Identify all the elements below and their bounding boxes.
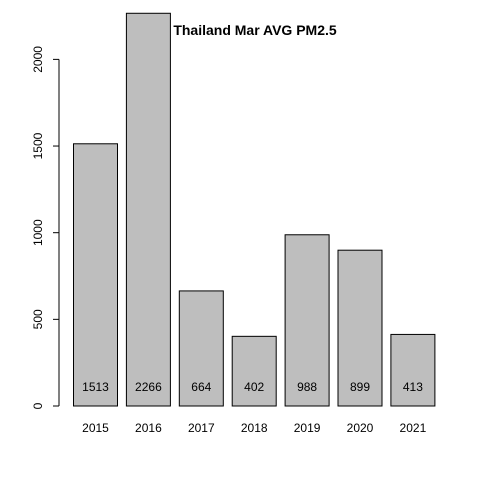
bar-2020 [337,249,383,407]
bar-2016 [125,12,171,407]
y-tick-label: 0 [31,402,45,409]
data-label: 413 [403,380,423,394]
y-tick-label: 1000 [31,219,45,246]
data-label: 402 [244,380,264,394]
bar-2021 [390,333,436,407]
data-label: 988 [297,380,317,394]
x-category-label: 2016 [135,421,162,435]
y-tick-label: 2000 [31,46,45,73]
data-label: 1513 [82,380,109,394]
x-category-label: 2019 [294,421,321,435]
chart-title: Thailand Mar AVG PM2.5 [173,22,337,38]
bars [73,12,436,407]
bar-2019 [284,234,330,407]
x-category-label: 2017 [188,421,215,435]
data-label: 2266 [135,380,162,394]
x-category-label: 2018 [241,421,268,435]
x-category-label: 2021 [400,421,427,435]
x-category-label: 2020 [347,421,374,435]
bar-2017 [178,290,224,407]
y-tick-label: 500 [31,309,45,329]
x-category-label: 2015 [82,421,109,435]
x-axis-labels: 2015 2016 2017 2018 2019 2020 2021 [82,421,426,435]
data-labels: 1513 2266 664 402 988 899 413 [82,380,423,394]
y-tick-label: 1500 [31,132,45,159]
data-label: 664 [191,380,211,394]
bar-2015 [73,143,118,407]
data-label: 899 [350,380,370,394]
y-axis: 0 500 1000 1500 2000 [31,46,60,409]
bar-2018 [231,335,277,407]
